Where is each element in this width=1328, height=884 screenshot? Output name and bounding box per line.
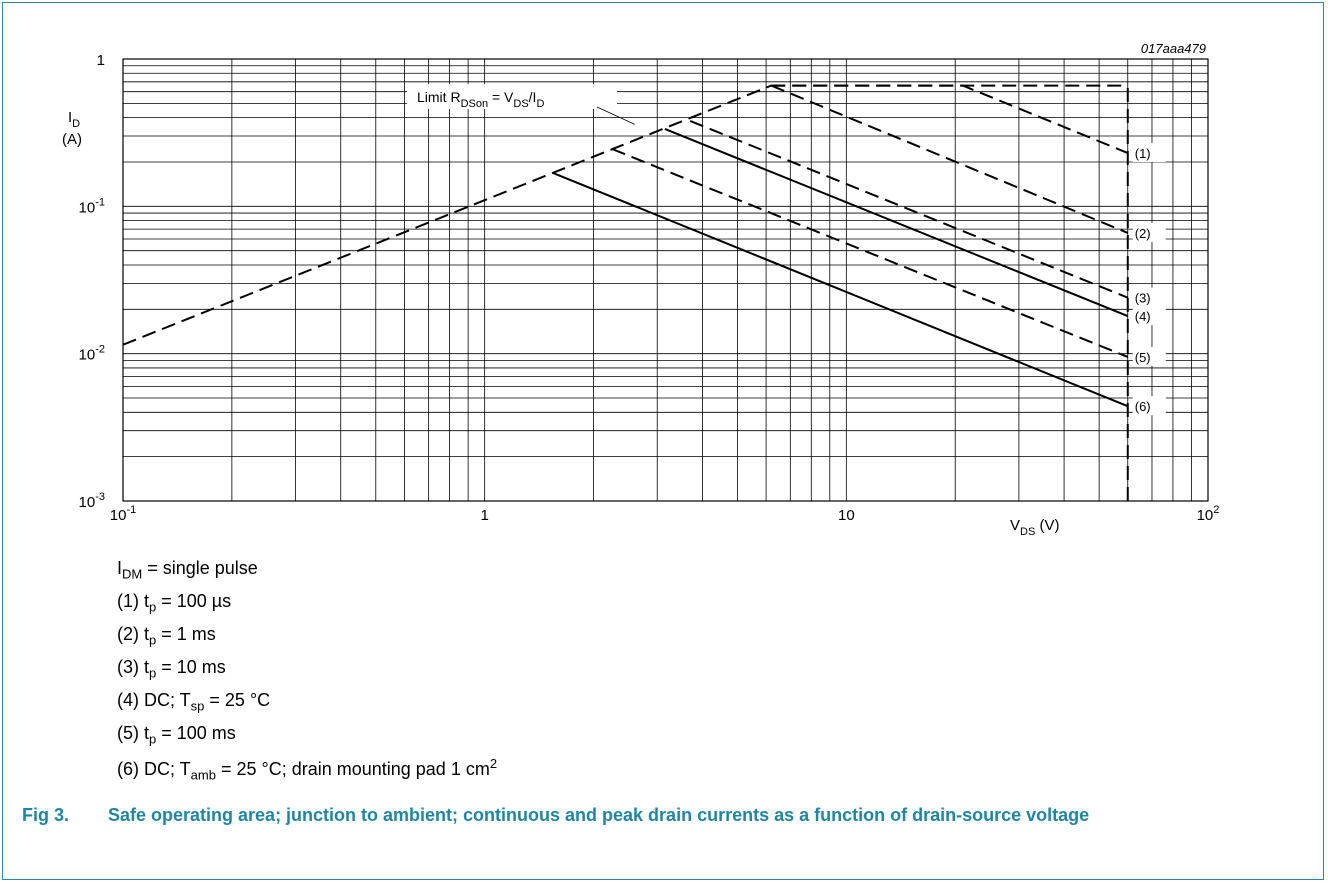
series-4-label: (4) xyxy=(1135,309,1151,324)
axis-labels: ID(A) VDS (V) 017aaa479 xyxy=(62,41,1206,538)
note-line: (2) tp = 1 ms xyxy=(117,624,216,648)
series-1-label-bg xyxy=(1132,143,1166,163)
plot-border xyxy=(122,58,1209,502)
soa-chart: (1) (2) (3) (4) (5) (6) Limit RDSon = VDS/ID 1… xyxy=(62,41,1220,538)
caption-text: Safe operating area; junction to ambient… xyxy=(108,805,1090,825)
series-5-label: (5) xyxy=(1135,350,1151,365)
series-3-label: (3) xyxy=(1135,291,1151,306)
series-4-line xyxy=(664,128,1129,317)
series-3-line xyxy=(689,119,1129,299)
y-axis-unit: (A) xyxy=(62,131,82,148)
grid xyxy=(122,58,1209,502)
annotation-bg xyxy=(407,84,617,109)
note-line: (4) DC; Tsp = 25 °C xyxy=(117,690,271,714)
series-2-label: (2) xyxy=(1135,226,1151,241)
figure-id: 017aaa479 xyxy=(1141,41,1206,56)
x-axis-label: VDS (V) xyxy=(1010,517,1059,538)
annotation-leader xyxy=(596,106,635,125)
series-6-label: (6) xyxy=(1135,399,1151,414)
note-line: (3) tp = 10 ms xyxy=(117,657,226,681)
note-line: (5) tp = 100 ms xyxy=(117,723,236,747)
y-tick-label-1: 1 xyxy=(97,52,105,69)
series-3-label-bg xyxy=(1132,287,1166,307)
x-tick-label-2: 1 xyxy=(480,507,488,524)
series-2-label-bg xyxy=(1132,222,1166,242)
series-1-line xyxy=(771,84,1129,154)
rdson-limit-line xyxy=(122,84,772,346)
tick-labels: 10-1 1 10 102 1 10-1 10-2 10-3 xyxy=(79,52,1220,524)
series-5-line xyxy=(611,148,1129,358)
caption-number: Fig 3. xyxy=(22,805,70,825)
x-tick-label-4: 102 xyxy=(1197,504,1220,524)
y-tick-label-4: 10-3 xyxy=(79,491,105,511)
note-line: IDM = single pulse xyxy=(117,558,258,582)
y-tick-label-3: 10-2 xyxy=(79,344,105,364)
series-5-label-bg xyxy=(1132,346,1166,366)
series-4-label-bg xyxy=(1132,306,1166,326)
x-tick-label-3: 10 xyxy=(838,507,855,524)
series-6-label-bg xyxy=(1132,396,1166,416)
annotation-text: Limit RDSon = VDS/ID xyxy=(417,89,544,110)
series-2-line xyxy=(770,84,1129,234)
note-line: (6) DC; Tamb = 25 °C; drain mounting pad… xyxy=(117,756,498,783)
note-line: (1) tp = 100 µs xyxy=(117,591,232,615)
series-6-line xyxy=(553,172,1129,408)
curves: (1) (2) (3) (4) (5) (6) Limit RDSon = VDS/ID xyxy=(122,84,1166,501)
y-tick-label-2: 10-1 xyxy=(79,196,105,216)
y-axis-label: ID xyxy=(68,109,80,130)
x-tick-label-1: 10-1 xyxy=(110,504,136,524)
series-1-label: (1) xyxy=(1135,146,1151,161)
